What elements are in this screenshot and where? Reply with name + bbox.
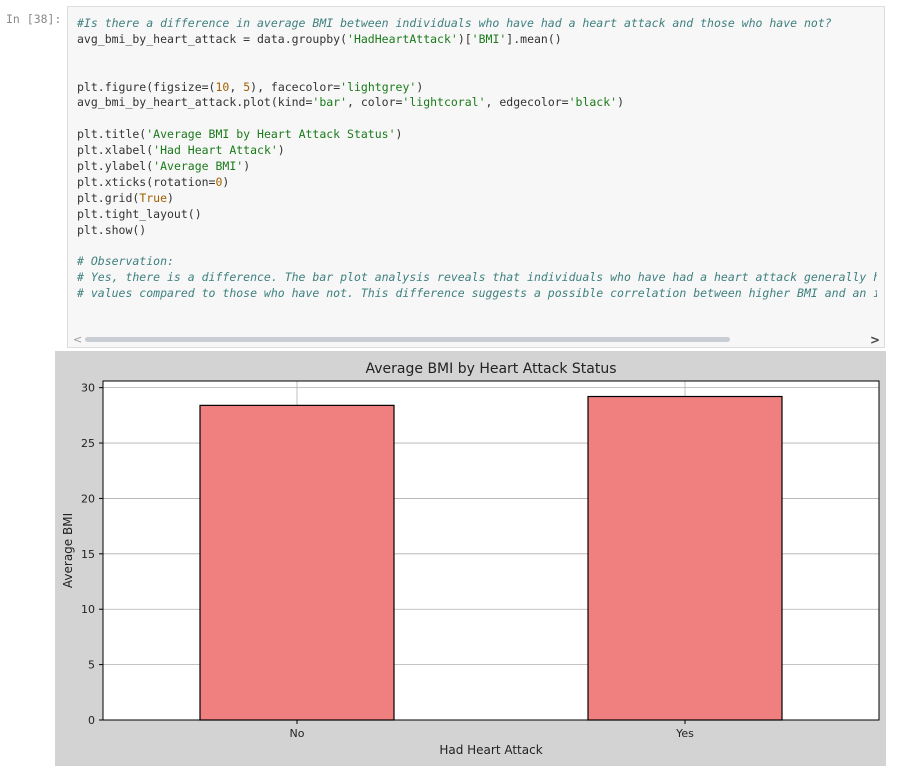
bar-no xyxy=(199,404,395,721)
code-line: # Yes, there is a difference. The bar pl… xyxy=(77,270,877,286)
code-token: 'lightgrey' xyxy=(340,79,417,94)
code-token: # Observation: xyxy=(77,254,174,269)
code-token: # Yes, there is a difference. The bar pl… xyxy=(77,270,877,285)
code-token: ) xyxy=(395,127,403,142)
code-token: ) xyxy=(167,190,174,205)
y-tick-label: 0 xyxy=(88,714,95,727)
code-line: plt.ylabel('Average BMI') xyxy=(77,159,877,175)
bar-chart: 0 5 10 15 20 25 30 No Yes Average BMI by Heart At… xyxy=(61,361,880,757)
code-token: ) xyxy=(416,79,424,94)
code-token: 'bar' xyxy=(312,95,348,110)
code-token: 'Had Heart Attack' xyxy=(153,143,278,158)
bar-yes xyxy=(587,395,783,721)
code-token: avg_bmi_by_heart_attack = data.groupby( xyxy=(77,31,348,46)
code-token: avg_bmi_by_heart_attack.plot(kind= xyxy=(77,95,313,110)
code-token: plt.tight_layout() xyxy=(77,206,202,221)
code-line: avg_bmi_by_heart_attack = data.groupby('… xyxy=(77,32,877,48)
code-line: plt.figure(figsize=(10, 5), facecolor='l… xyxy=(77,80,877,96)
code-token: 'Average BMI' xyxy=(153,159,244,174)
y-tick-label: 10 xyxy=(81,603,95,616)
horizontal-scrollbar[interactable]: < > xyxy=(68,333,884,347)
code-token: ) xyxy=(243,159,251,174)
code-token: plt.xlabel( xyxy=(77,143,154,158)
y-tick-label: 25 xyxy=(81,437,95,450)
code-token: plt.xticks(rotation= xyxy=(77,174,216,189)
code-token: ].mean() xyxy=(506,31,562,46)
code-token: 'lightcoral' xyxy=(402,95,486,110)
code-line xyxy=(77,111,877,127)
code-token: #Is there a difference in average BMI be… xyxy=(77,16,832,30)
code-token: 10 xyxy=(215,79,230,94)
code-cell-input[interactable]: #Is there a difference in average BMI be… xyxy=(67,6,885,348)
code-line: plt.xticks(rotation=0) xyxy=(77,175,877,191)
output-figure: 0 5 10 15 20 25 30 No Yes Average BMI by Heart At… xyxy=(55,351,886,766)
code-token: )[ xyxy=(457,31,472,46)
chevron-left-icon[interactable]: < xyxy=(73,333,83,346)
code-token: , color= xyxy=(347,95,403,110)
code-line: #Is there a difference in average BMI be… xyxy=(77,16,877,32)
code-token: 'black' xyxy=(568,95,618,110)
code-token: plt.ylabel( xyxy=(77,159,154,174)
code-token: 5 xyxy=(243,79,251,94)
y-tick-label: 30 xyxy=(81,382,95,395)
plot-frame xyxy=(102,380,880,721)
code-token: 'BMI' xyxy=(471,31,507,46)
code-token: , edgecolor= xyxy=(485,95,569,110)
code-token: ), facecolor= xyxy=(250,79,341,94)
x-axis-label: Had Heart Attack xyxy=(439,743,542,757)
code-token: ) xyxy=(222,174,230,189)
cell-prompt: In [38]: xyxy=(6,12,62,26)
chevron-right-icon[interactable]: > xyxy=(869,333,880,347)
code-token: 'Average BMI by Heart Attack Status' xyxy=(146,127,396,142)
code-line: plt.title('Average BMI by Heart Attack S… xyxy=(77,127,877,143)
code-token: True xyxy=(139,190,168,205)
code-line: plt.tight_layout() xyxy=(77,207,877,223)
code-token: ) xyxy=(617,95,625,110)
code-token: # values compared to those who have not.… xyxy=(77,286,877,301)
y-tick-label: 5 xyxy=(88,659,95,672)
code-line: plt.show() xyxy=(77,223,877,239)
code-line xyxy=(77,64,877,80)
code-token: 'HadHeartAttack' xyxy=(347,31,458,46)
y-tick-label: 15 xyxy=(81,548,95,561)
y-tick-label: 20 xyxy=(81,492,95,505)
code-token: plt.title( xyxy=(77,127,147,142)
code-token: plt.grid( xyxy=(77,190,140,205)
code-token: plt.figure(figsize=( xyxy=(77,79,216,94)
chart-title: Average BMI by Heart Attack Status xyxy=(366,361,617,377)
code-token: ) xyxy=(277,143,285,158)
code-line: # Observation: xyxy=(77,254,877,270)
x-tick-label: Yes xyxy=(675,727,694,740)
x-tick-label: No xyxy=(290,727,305,740)
code-line: # values compared to those who have not.… xyxy=(77,286,877,302)
code-editor[interactable]: #Is there a difference in average BMI be… xyxy=(77,16,877,336)
code-token: 0 xyxy=(215,174,223,189)
code-line xyxy=(77,238,877,254)
code-line xyxy=(77,48,877,64)
code-line: plt.xlabel('Had Heart Attack') xyxy=(77,143,877,159)
scrollbar-thumb[interactable] xyxy=(85,337,730,342)
code-token: , xyxy=(229,79,244,94)
code-line: avg_bmi_by_heart_attack.plot(kind='bar',… xyxy=(77,95,877,111)
code-line: plt.grid(True) xyxy=(77,191,877,207)
y-axis-label: Average BMI xyxy=(61,513,75,588)
code-token: plt.show() xyxy=(77,222,147,237)
